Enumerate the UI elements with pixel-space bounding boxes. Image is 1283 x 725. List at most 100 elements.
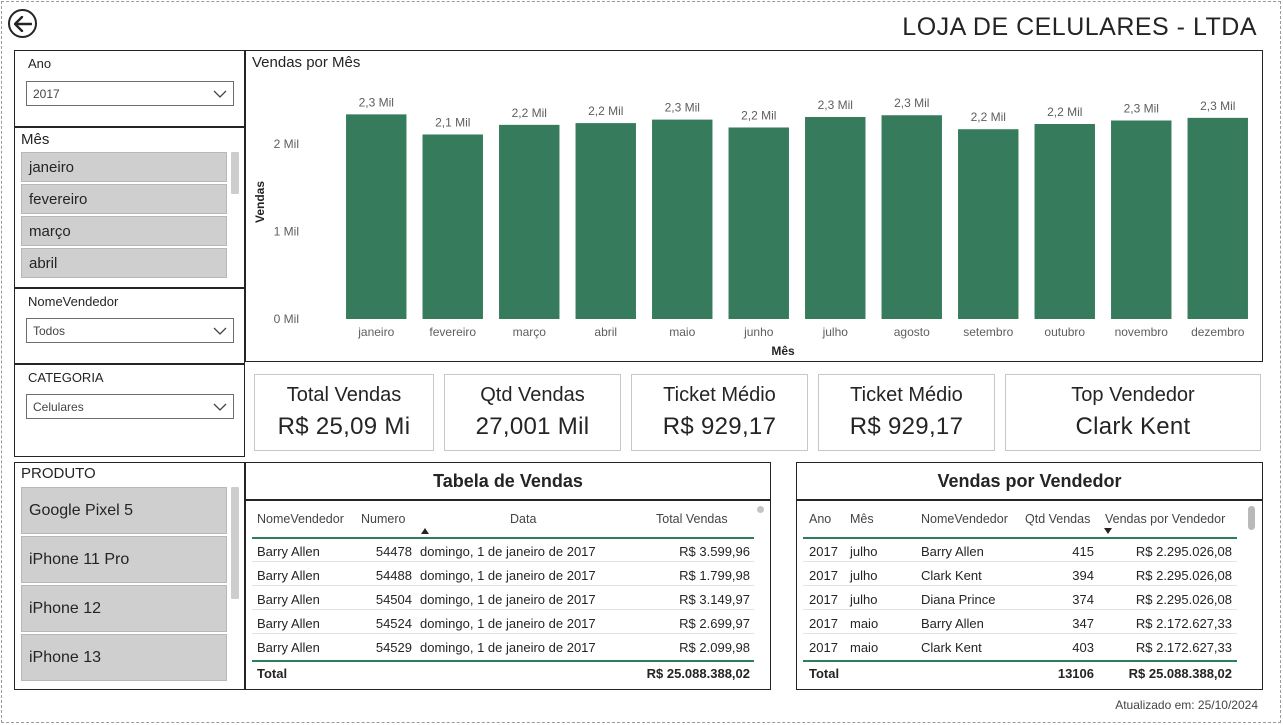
sales-col-total[interactable]: Total Vendas <box>656 512 728 526</box>
produto-item-google-pixel-5[interactable]: Google Pixel 5 <box>21 487 227 534</box>
mes-item-marco[interactable]: março <box>21 216 227 246</box>
sort-desc-icon[interactable] <box>1104 528 1112 534</box>
seller-scrollbar[interactable] <box>1248 506 1255 530</box>
bar-5[interactable] <box>728 127 789 319</box>
seller-cell: maio <box>850 616 879 631</box>
row-divider <box>803 585 1237 586</box>
sales-cell: 54478 <box>375 544 412 559</box>
seller-col-ano[interactable]: Ano <box>809 512 832 526</box>
seller-col-vendas[interactable]: Vendas por Vendedor <box>1105 512 1226 526</box>
sales-total-value: R$ 25.088.388,02 <box>646 666 750 681</box>
seller-cell: 2017 <box>809 616 838 631</box>
sales-cell: domingo, 1 de janeiro de 2017 <box>420 592 596 607</box>
row-divider <box>803 561 1237 562</box>
bar-data-label: 2,3 Mil <box>1124 101 1159 115</box>
bar-8[interactable] <box>958 129 1019 319</box>
vendedor-dropdown-value: Todos <box>33 323 66 338</box>
slicer-mes: Mês janeiro fevereiro março abril <box>14 127 245 288</box>
slicer-ano: Ano 2017 <box>14 50 245 127</box>
seller-cell: 2017 <box>809 640 838 655</box>
mes-item-janeiro[interactable]: janeiro <box>21 152 227 182</box>
mes-scrollbar[interactable] <box>231 152 239 194</box>
x-tick-label: fevereiro <box>429 325 476 339</box>
seller-cell: julho <box>850 568 878 583</box>
x-tick-label: dezembro <box>1191 325 1245 339</box>
bar-11[interactable] <box>1187 117 1248 319</box>
produto-item-iphone-13[interactable]: iPhone 13 <box>21 634 227 681</box>
kpi-label: Ticket Médio <box>850 384 963 406</box>
bar-1[interactable] <box>422 134 483 319</box>
seller-col-mes[interactable]: Mês <box>850 512 874 526</box>
bar-data-label: 2,3 Mil <box>894 96 929 110</box>
bar-4[interactable] <box>652 119 713 320</box>
sales-cell: 54504 <box>375 592 412 607</box>
mes-item-fevereiro[interactable]: fevereiro <box>21 184 227 214</box>
bar-3[interactable] <box>575 123 636 319</box>
bar-7[interactable] <box>881 115 942 319</box>
ano-dropdown[interactable]: 2017 <box>26 81 234 106</box>
kpi-value: Clark Kent <box>1075 413 1191 440</box>
slicer-vendedor-label: NomeVendedor <box>28 294 119 309</box>
sales-total-label: Total <box>257 666 288 681</box>
ano-dropdown-value: 2017 <box>33 86 60 101</box>
bar-chart: Vendas por Mês Vendas Mês 0 Mil 1 Mil 2 Mi… <box>252 54 1248 358</box>
seller-cell: R$ 2.172.627,33 <box>1135 616 1232 631</box>
bar-10[interactable] <box>1111 120 1172 320</box>
seller-cell: 394 <box>1072 568 1094 583</box>
seller-table-title: Vendas por Vendedor <box>937 471 1122 491</box>
row-divider <box>252 585 754 586</box>
sales-col-vendedor[interactable]: NomeVendedor <box>257 512 344 526</box>
seller-col-vendedor[interactable]: NomeVendedor <box>921 512 1008 526</box>
chart-vendas-por-mes: Vendas por Mês Vendas Mês 0 Mil 1 Mil 2 Mi… <box>245 50 1263 362</box>
seller-cell: R$ 2.172.627,33 <box>1135 640 1232 655</box>
kpi-top-vendedor: Top Vendedor Clark Kent <box>1005 374 1261 451</box>
back-button[interactable] <box>8 9 37 38</box>
seller-cell: R$ 2.295.026,08 <box>1135 544 1232 559</box>
sales-cell: Barry Allen <box>257 592 320 607</box>
produto-item-iphone-11-pro[interactable]: iPhone 11 Pro <box>21 536 227 583</box>
bar-data-label: 2,2 Mil <box>741 108 776 122</box>
x-tick-label: junho <box>743 325 774 339</box>
produto-item-iphone-12[interactable]: iPhone 12 <box>21 585 227 632</box>
chevron-down-icon <box>213 403 227 411</box>
seller-col-qtd[interactable]: Qtd Vendas <box>1025 512 1091 526</box>
sort-asc-icon[interactable] <box>421 528 429 534</box>
row-divider <box>252 633 754 634</box>
sales-col-data[interactable]: Data <box>510 512 537 526</box>
row-divider <box>252 561 754 562</box>
mes-item-abril[interactable]: abril <box>21 248 227 278</box>
bar-data-label: 2,3 Mil <box>818 98 853 112</box>
report-title: LOJA DE CELULARES - LTDA <box>902 13 1257 41</box>
sales-table: Tabela de Vendas NomeVendedor Numero Dat… <box>245 462 771 690</box>
x-tick-label: julho <box>822 325 849 339</box>
kpi-total-vendas: Total Vendas R$ 25,09 Mi <box>254 374 434 451</box>
kpi-value: 27,001 Mil <box>475 413 590 440</box>
bar-6[interactable] <box>805 116 866 319</box>
bar-2[interactable] <box>499 124 560 319</box>
bar-0[interactable] <box>346 114 407 319</box>
slicer-categoria: CATEGORIA Celulares <box>14 364 245 457</box>
produto-scrollbar[interactable] <box>231 487 239 599</box>
seller-cell: R$ 2.295.026,08 <box>1135 568 1232 583</box>
sales-cell: R$ 1.799,98 <box>679 568 750 583</box>
slicer-vendedor: NomeVendedor Todos <box>14 288 245 364</box>
x-tick-label: março <box>513 325 547 339</box>
chart-y-axis-label: Vendas <box>253 181 267 223</box>
categoria-dropdown[interactable]: Celulares <box>26 394 234 419</box>
sales-cell: 54488 <box>375 568 412 583</box>
sales-col-numero[interactable]: Numero <box>361 512 406 526</box>
seller-cell: 2017 <box>809 592 838 607</box>
seller-cell: maio <box>850 640 879 655</box>
seller-cell: Diana Prince <box>921 592 996 607</box>
kpi-value: R$ 25,09 Mi <box>277 413 411 440</box>
x-tick-label: janeiro <box>357 325 394 339</box>
slicer-produto-label: PRODUTO <box>21 465 96 482</box>
sales-scroll-indicator[interactable] <box>757 506 764 513</box>
chart-title: Vendas por Mês <box>252 54 360 71</box>
kpi-label: Top Vendedor <box>1071 384 1195 406</box>
vendedor-dropdown[interactable]: Todos <box>26 318 234 343</box>
bar-9[interactable] <box>1034 123 1095 319</box>
sales-cell: domingo, 1 de janeiro de 2017 <box>420 544 596 559</box>
seller-cell: 2017 <box>809 568 838 583</box>
